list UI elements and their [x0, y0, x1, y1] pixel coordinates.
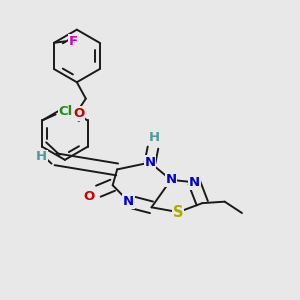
Text: N: N — [165, 173, 176, 186]
Text: N: N — [144, 156, 156, 169]
Text: Cl: Cl — [58, 105, 73, 118]
Text: H: H — [36, 150, 47, 164]
Text: H: H — [148, 131, 159, 144]
Text: S: S — [173, 205, 184, 220]
Text: N: N — [189, 176, 200, 189]
Text: O: O — [84, 190, 95, 203]
Text: N: N — [123, 195, 134, 208]
Text: F: F — [68, 35, 77, 48]
Text: O: O — [73, 107, 85, 120]
